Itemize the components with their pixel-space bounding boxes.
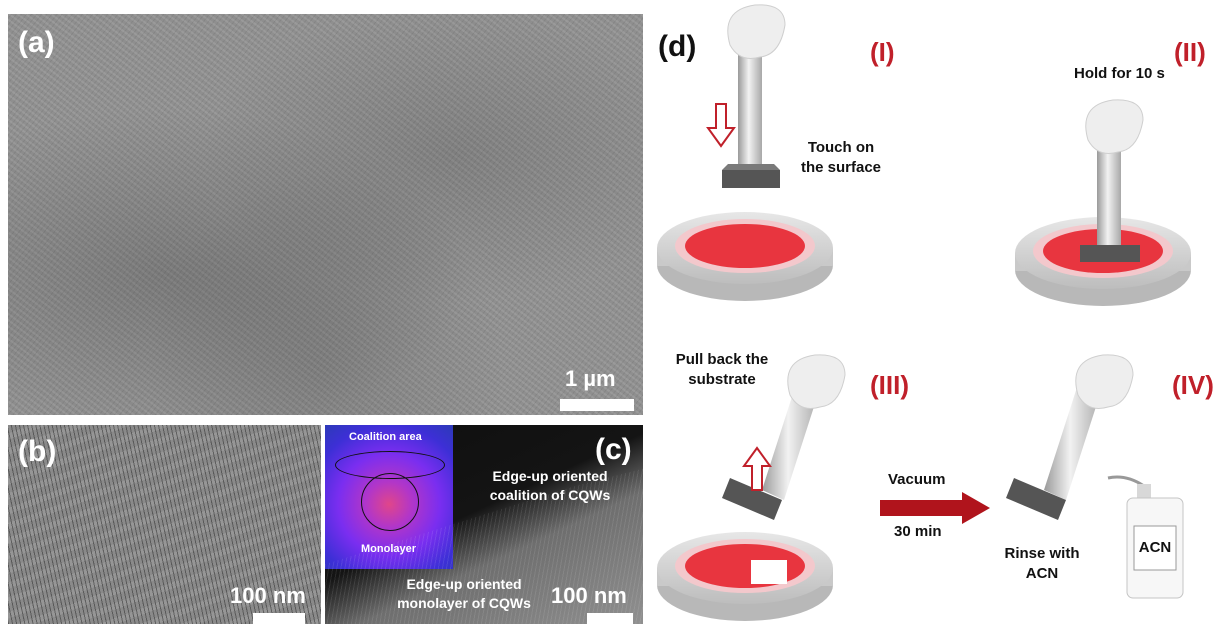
stamp-step1 bbox=[722, 4, 786, 188]
dish-step3 bbox=[657, 532, 833, 621]
stamp-step2 bbox=[1080, 99, 1144, 262]
dish-step1 bbox=[657, 212, 833, 301]
tem-image-a: (a) 1 µm bbox=[8, 14, 643, 415]
scale-text-a: 1 µm bbox=[565, 366, 616, 391]
scale-bar-a bbox=[560, 399, 634, 411]
wash-bottle-icon bbox=[1107, 475, 1184, 599]
step-label-1: (I) bbox=[870, 37, 895, 67]
inset-label-coalition: Coalition area bbox=[349, 431, 422, 443]
duration-label: 30 min bbox=[894, 523, 942, 540]
step-label-4: (IV) bbox=[1172, 370, 1214, 400]
stamp-step4 bbox=[1006, 354, 1134, 520]
stamp-step3 bbox=[722, 354, 846, 520]
down-arrow-icon bbox=[706, 103, 736, 148]
step1-caption: Touch on the surface bbox=[800, 139, 882, 177]
step-label-2: (II) bbox=[1174, 37, 1206, 67]
bottle-label: ACN bbox=[1138, 539, 1172, 556]
tem-image-c: Coalition area Monolayer (c) Edge-up ori… bbox=[325, 425, 643, 624]
step4-caption: Rinse with ACN bbox=[1004, 545, 1080, 583]
vacuum-arrow-icon bbox=[880, 492, 990, 524]
panel-label-c: (c) bbox=[595, 433, 632, 466]
step2-caption: Hold for 10 s bbox=[1074, 65, 1165, 82]
panel-label-a: (a) bbox=[18, 26, 55, 59]
step-label-3: (III) bbox=[870, 370, 909, 400]
scale-bar-b bbox=[253, 613, 305, 624]
panel-label-b: (b) bbox=[18, 435, 57, 468]
vacuum-label: Vacuum bbox=[888, 471, 946, 488]
panel-label-d: (d) bbox=[658, 30, 697, 63]
step3-caption: Pull back the substrate bbox=[675, 351, 769, 389]
tem-image-b: (b) 100 nm bbox=[8, 425, 321, 624]
monolayer-ring bbox=[361, 473, 419, 531]
scale-text-b: 100 nm bbox=[230, 583, 306, 608]
up-arrow-icon bbox=[742, 446, 772, 491]
